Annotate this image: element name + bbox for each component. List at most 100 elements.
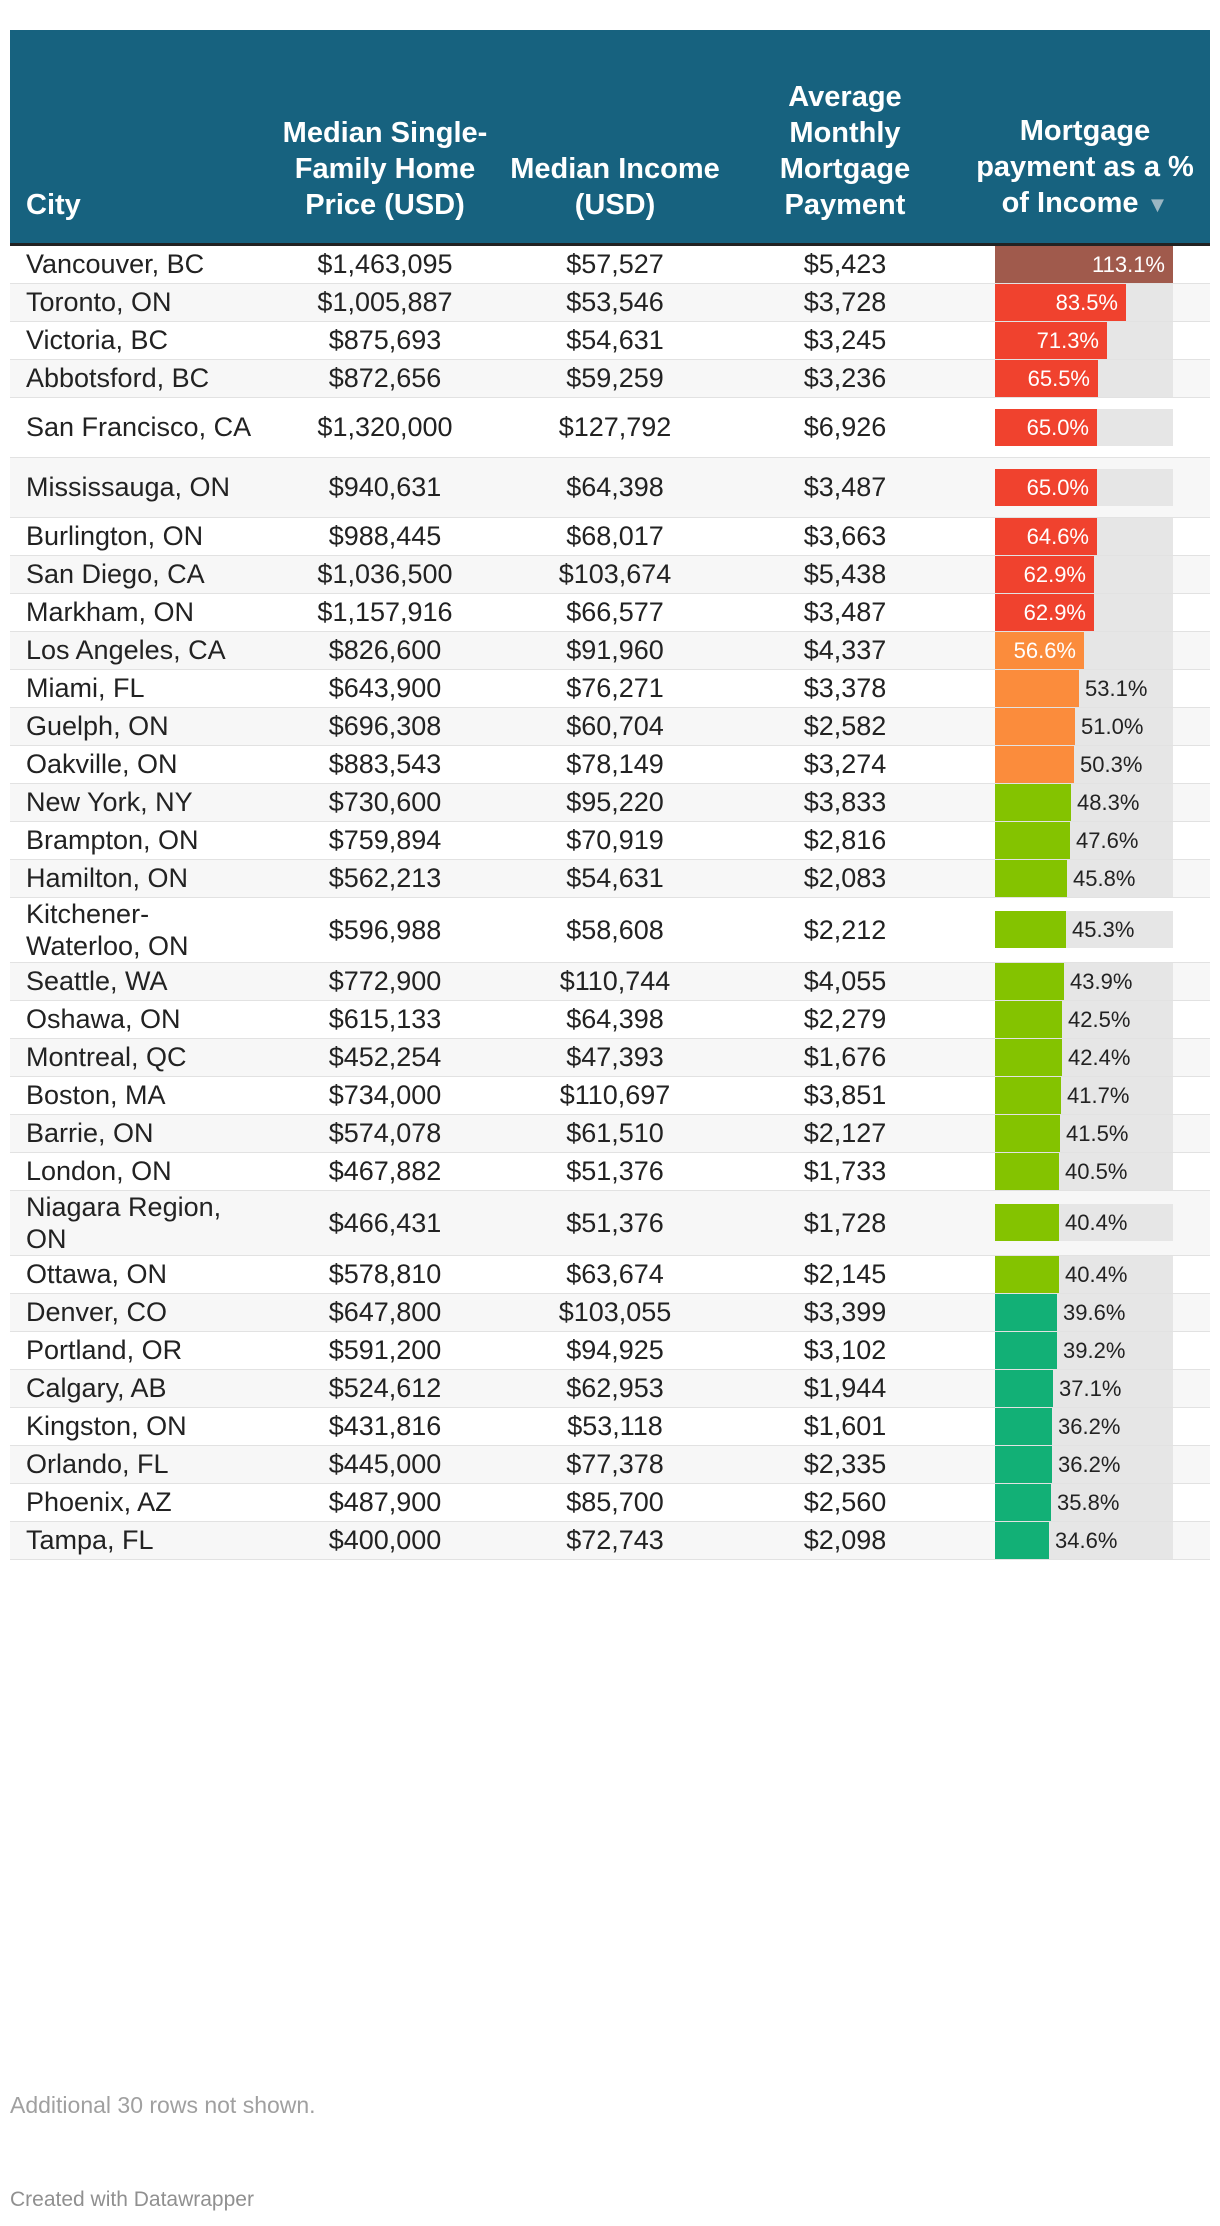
- income-cell: $62,953: [500, 1369, 730, 1408]
- pct-bar-track: 65.5%: [995, 359, 1173, 397]
- pct-bar-track: 36.2%: [995, 1445, 1173, 1483]
- pct-bar: [995, 1331, 1057, 1369]
- table-wrapper: City Median Single-Family Home Price (US…: [10, 30, 1210, 1560]
- pct-bar-track: 50.3%: [995, 745, 1173, 783]
- city-cell: Boston, MA: [10, 1076, 270, 1115]
- pct-bar: [995, 745, 1074, 783]
- mortgage-cell: $6,926: [730, 397, 960, 458]
- income-cell: $51,376: [500, 1190, 730, 1256]
- city-cell: Seattle, WA: [10, 962, 270, 1001]
- mortgage-cell: $1,728: [730, 1190, 960, 1256]
- pct-bar: [995, 911, 1066, 948]
- header-mortgage[interactable]: Average Monthly Mortgage Payment: [730, 30, 960, 246]
- pct-bar-label: 83.5%: [1055, 289, 1118, 315]
- income-cell: $76,271: [500, 669, 730, 708]
- pct-bar-label: 64.6%: [1026, 523, 1089, 549]
- pct-bar-track: 40.5%: [995, 1152, 1173, 1190]
- header-income[interactable]: Median Income (USD): [500, 30, 730, 246]
- pct-bar-track: 37.1%: [995, 1369, 1173, 1407]
- mortgage-cell: $3,487: [730, 457, 960, 518]
- pct-bar-label: 51.0%: [1081, 713, 1144, 739]
- pct-bar: [995, 517, 1097, 555]
- mortgage-cell: $2,212: [730, 897, 960, 963]
- home-price-cell: $562,213: [270, 859, 500, 898]
- pct-bar-cell: 37.1%: [960, 1369, 1210, 1408]
- city-cell: Calgary, AB: [10, 1369, 270, 1408]
- home-price-cell: $574,078: [270, 1114, 500, 1153]
- home-price-cell: $734,000: [270, 1076, 500, 1115]
- pct-bar-cell: 50.3%: [960, 745, 1210, 784]
- pct-bar-label: 65.5%: [1027, 365, 1090, 391]
- city-cell: Miami, FL: [10, 669, 270, 708]
- pct-bar-cell: 62.9%: [960, 593, 1210, 632]
- pct-bar-track: 34.6%: [995, 1521, 1173, 1559]
- table-row: San Francisco, CA $1,320,000 $127,792 $6,92…: [10, 397, 1210, 458]
- pct-bar-label: 39.2%: [1063, 1337, 1126, 1363]
- pct-bar: [995, 1255, 1059, 1293]
- pct-bar-cell: 62.9%: [960, 555, 1210, 594]
- pct-bar-track: 39.2%: [995, 1331, 1173, 1369]
- table-row: Oshawa, ON $615,133 $64,398 $2,279 42.5%: [10, 1000, 1210, 1039]
- sort-descending-icon[interactable]: ▼: [1146, 191, 1169, 217]
- pct-bar-track: 47.6%: [995, 821, 1173, 859]
- pct-bar-label: 43.9%: [1070, 968, 1133, 994]
- pct-bar-label: 45.3%: [1072, 917, 1135, 942]
- pct-bar: [995, 859, 1067, 897]
- income-cell: $58,608: [500, 897, 730, 963]
- pct-bar: [995, 593, 1094, 631]
- income-cell: $64,398: [500, 457, 730, 518]
- pct-bar: [995, 321, 1107, 359]
- header-pct[interactable]: Mortgage payment as a % of Income ▼: [960, 30, 1210, 246]
- pct-bar-cell: 35.8%: [960, 1483, 1210, 1522]
- pct-bar-track: 35.8%: [995, 1483, 1173, 1521]
- city-cell: San Diego, CA: [10, 555, 270, 594]
- city-cell: Denver, CO: [10, 1293, 270, 1332]
- home-price-cell: $875,693: [270, 321, 500, 360]
- city-cell: Oakville, ON: [10, 745, 270, 784]
- pct-bar-cell: 65.5%: [960, 359, 1210, 398]
- mortgage-cell: $3,236: [730, 359, 960, 398]
- mortgage-cell: $1,601: [730, 1407, 960, 1446]
- pct-bar-cell: 41.5%: [960, 1114, 1210, 1153]
- mortgage-cell: $2,145: [730, 1255, 960, 1294]
- datawrapper-credit[interactable]: Created with Datawrapper: [10, 2188, 254, 2211]
- table-row: Kingston, ON $431,816 $53,118 $1,601 36.2%: [10, 1407, 1210, 1446]
- pct-bar-track: 43.9%: [995, 962, 1173, 1000]
- table-row: Seattle, WA $772,900 $110,744 $4,055 43.9%: [10, 962, 1210, 1001]
- table-row: Los Angeles, CA $826,600 $91,960 $4,337 56.6…: [10, 631, 1210, 670]
- table-row: Vancouver, BC $1,463,095 $57,527 $5,423 113.…: [10, 244, 1210, 284]
- pct-bar-label: 62.9%: [1023, 561, 1086, 587]
- income-cell: $85,700: [500, 1483, 730, 1522]
- income-cell: $77,378: [500, 1445, 730, 1484]
- pct-bar-track: 64.6%: [995, 517, 1173, 555]
- home-price-cell: $772,900: [270, 962, 500, 1001]
- pct-bar-track: 51.0%: [995, 707, 1173, 745]
- pct-bar-track: 40.4%: [995, 1255, 1173, 1293]
- home-price-cell: $1,320,000: [270, 397, 500, 458]
- pct-bar-label: 42.4%: [1068, 1044, 1131, 1070]
- table-row: San Diego, CA $1,036,500 $103,674 $5,438 62.…: [10, 555, 1210, 594]
- home-price-cell: $467,882: [270, 1152, 500, 1191]
- header-price[interactable]: Median Single-Family Home Price (USD): [270, 30, 500, 246]
- table-header: City Median Single-Family Home Price (US…: [10, 30, 1210, 246]
- home-price-cell: $883,543: [270, 745, 500, 784]
- mortgage-cell: $3,245: [730, 321, 960, 360]
- pct-bar-track: 41.7%: [995, 1076, 1173, 1114]
- header-city[interactable]: City: [10, 30, 270, 246]
- pct-bar: [995, 408, 1097, 446]
- table-row: Hamilton, ON $562,213 $54,631 $2,083 45.8%: [10, 859, 1210, 898]
- pct-bar-label: 41.5%: [1066, 1120, 1129, 1146]
- city-cell: Orlando, FL: [10, 1445, 270, 1484]
- home-price-cell: $647,800: [270, 1293, 500, 1332]
- pct-bar-cell: 83.5%: [960, 283, 1210, 322]
- pct-bar-cell: 53.1%: [960, 669, 1210, 708]
- pct-bar-label: 65.0%: [1026, 414, 1089, 440]
- pct-bar-label: 37.1%: [1059, 1375, 1122, 1401]
- pct-bar-label: 40.5%: [1065, 1158, 1128, 1184]
- table-row: Denver, CO $647,800 $103,055 $3,399 39.6%: [10, 1293, 1210, 1332]
- pct-bar-label: 36.2%: [1058, 1451, 1121, 1477]
- city-cell: New York, NY: [10, 783, 270, 822]
- pct-bar-track: 65.0%: [995, 468, 1173, 506]
- mortgage-cell: $1,676: [730, 1038, 960, 1077]
- pct-bar: [995, 1445, 1052, 1483]
